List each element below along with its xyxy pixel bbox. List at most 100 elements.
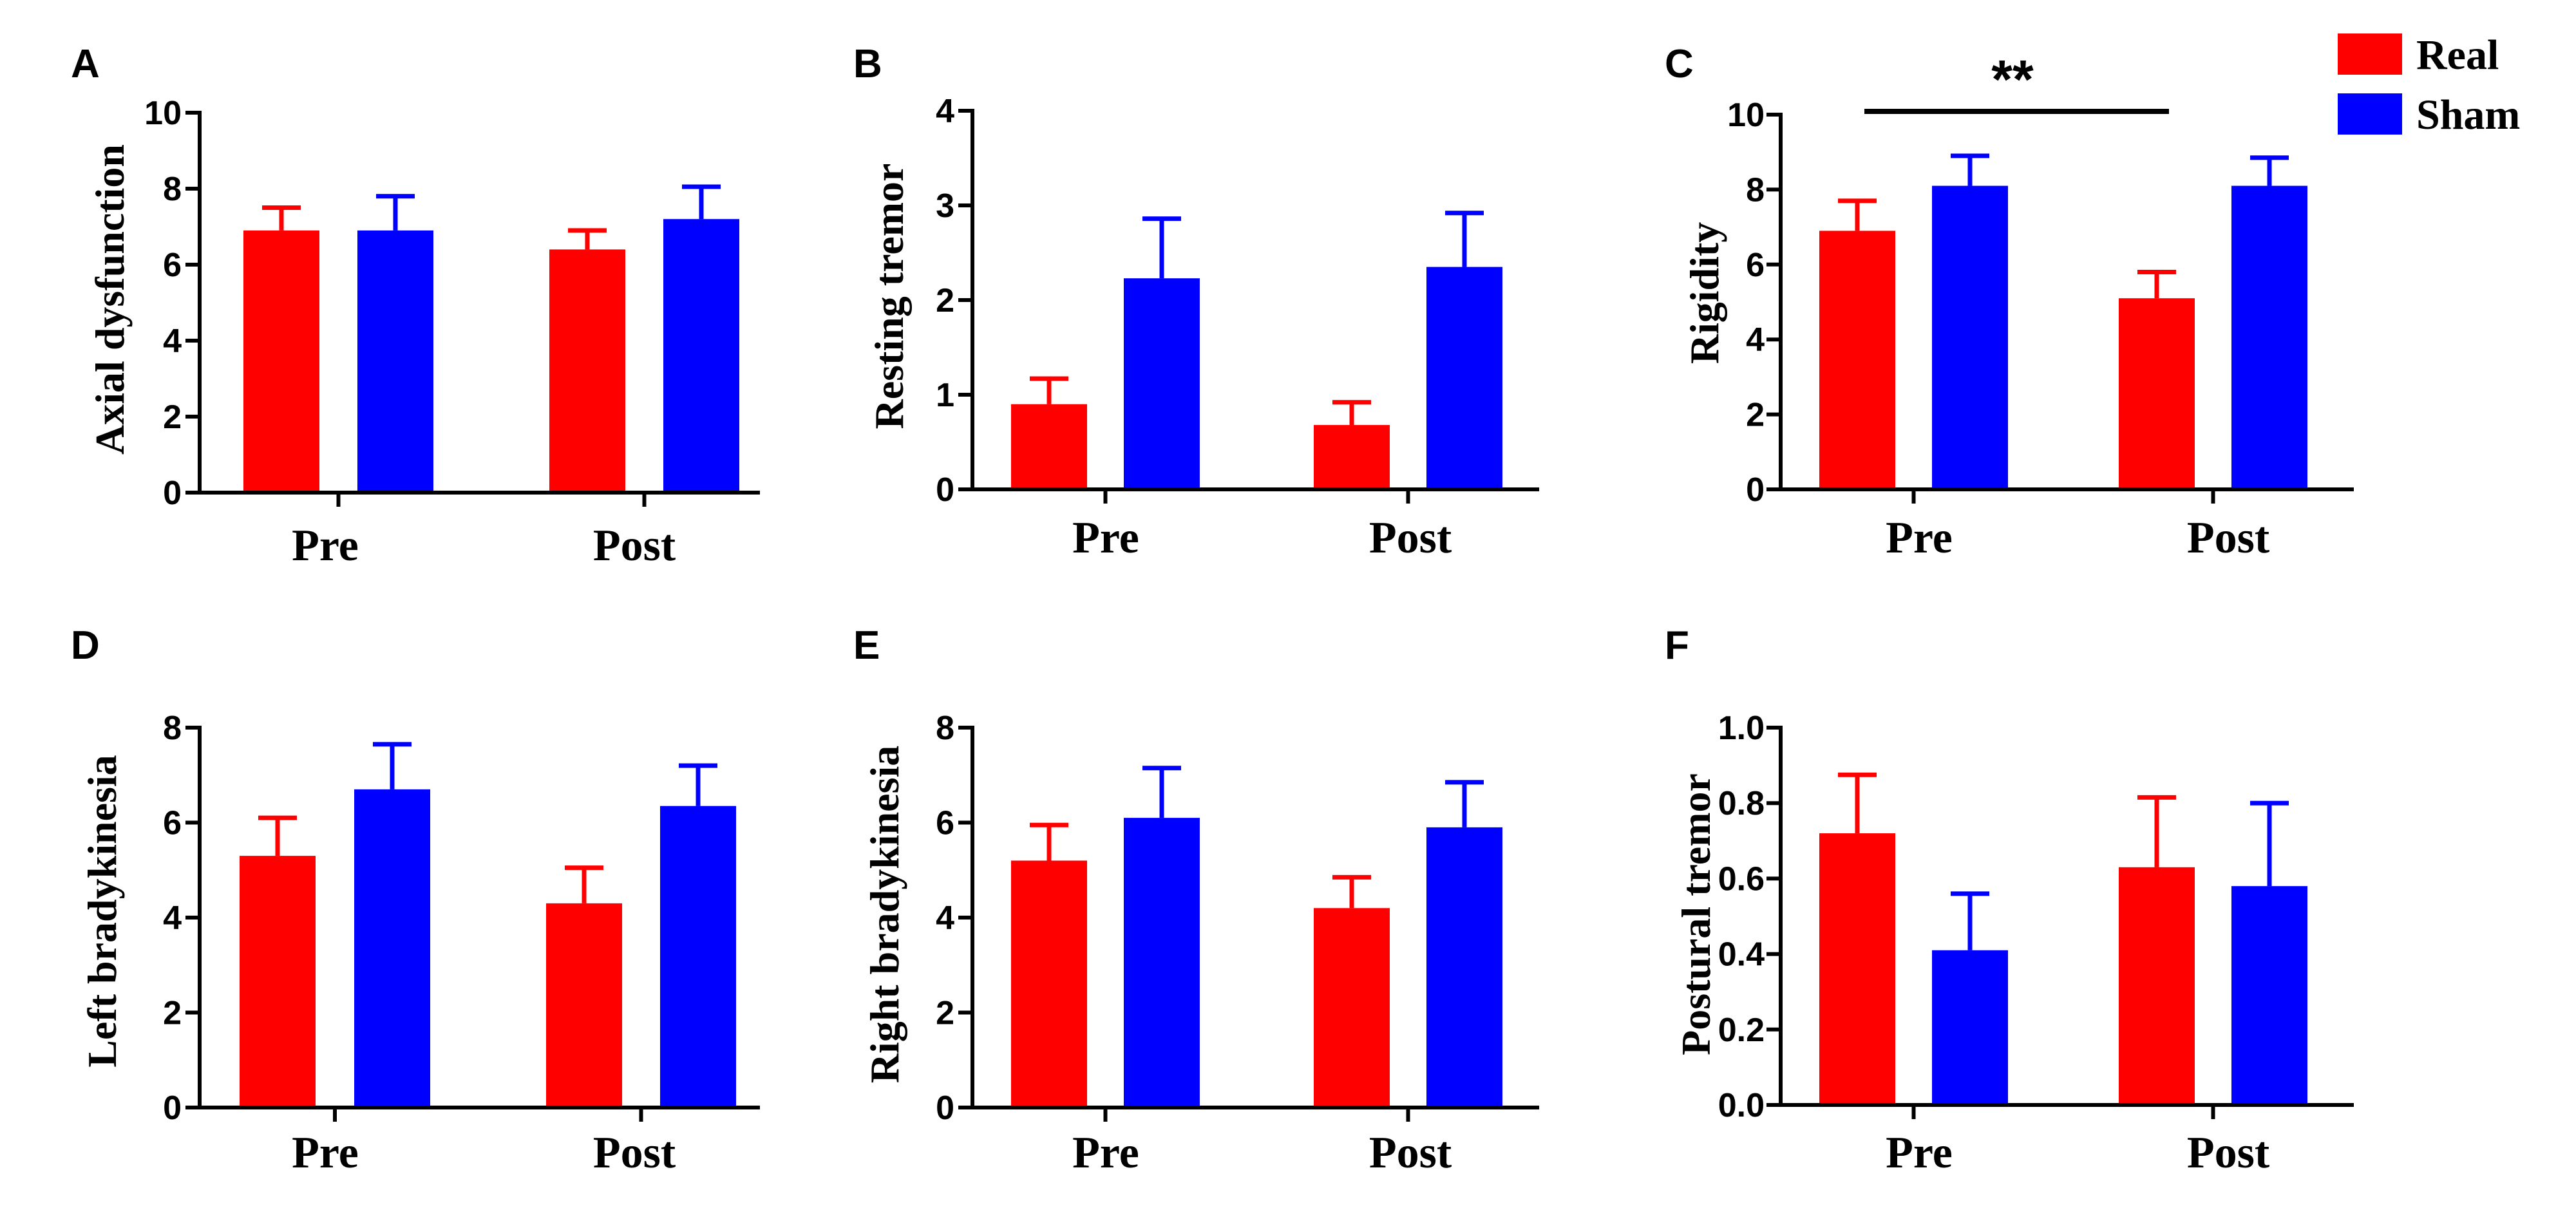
bar-real <box>2119 298 2195 489</box>
y-tick-label: 6 <box>163 805 182 842</box>
bar-real <box>1011 860 1087 1108</box>
bar-sham <box>660 806 736 1108</box>
bar-sham <box>357 230 433 493</box>
y-tick-label: 2 <box>1746 397 1765 434</box>
y-tick-label: 2 <box>936 282 954 319</box>
bars-layer <box>243 184 739 493</box>
legend-swatch-real <box>2338 33 2402 75</box>
y-tick-label: 0 <box>1746 471 1765 509</box>
bars-layer <box>1819 772 2307 1105</box>
bar-real <box>549 249 625 493</box>
y-tick-label: 6 <box>163 247 182 284</box>
x-category-label: Pre <box>1886 513 1953 563</box>
panel-letter: A <box>71 42 100 86</box>
x-category-label: Pre <box>1886 1128 1953 1178</box>
panel-c: C Rigidity 0 2 4 6 8 10 Pre Post ** <box>1665 42 2354 563</box>
panel-f: F Postural tremor 0.0 0.2 0.4 0.6 0.8 1.0 Pre… <box>1665 623 2354 1178</box>
y-tick-label: 6 <box>1746 247 1765 284</box>
panel-b: B Resting tremor 0 1 2 3 4 Pre Post <box>853 42 1539 563</box>
y-axis-title: Rigidity <box>1681 222 1727 364</box>
bar-sham <box>663 219 739 493</box>
y-tick-label: 8 <box>163 710 182 747</box>
y-tick-label: 4 <box>163 900 182 937</box>
x-category-label: Post <box>1369 513 1452 563</box>
bar-sham <box>1932 185 2008 489</box>
bars-layer <box>1011 211 1502 489</box>
bar-real <box>1819 833 1895 1105</box>
panel-d: D Left bradykinesia 0 2 4 6 8 Pre Post <box>71 623 760 1178</box>
panel-letter: D <box>71 623 100 668</box>
y-ticks-layer: 0.0 0.2 0.4 0.6 0.8 1.0 <box>1718 710 1781 1124</box>
y-ticks-layer: 0 2 4 6 8 <box>936 710 972 1127</box>
y-tick-label: 10 <box>1727 97 1765 134</box>
y-tick-label: 0 <box>163 475 182 512</box>
y-tick-label: 8 <box>936 710 954 747</box>
panel-letter: F <box>1665 623 1689 668</box>
panel-e: E Right bradykinesia 0 2 4 6 8 Pre Post <box>853 623 1539 1178</box>
bar-sham <box>1426 267 1502 489</box>
y-tick-label: 10 <box>144 95 182 132</box>
legend-label-sham: Sham <box>2416 91 2520 138</box>
y-tick-label: 4 <box>1746 321 1765 359</box>
x-category-label: Post <box>593 1128 676 1178</box>
x-category-label: Pre <box>292 1128 359 1178</box>
bar-real <box>1011 404 1087 489</box>
y-axis-title: Axial dysfunction <box>87 144 133 455</box>
x-category-label: Pre <box>292 521 359 571</box>
x-category-label: Post <box>2187 1128 2269 1178</box>
bars-layer <box>240 742 736 1108</box>
panel-letter: C <box>1665 42 1694 86</box>
x-category-label: Post <box>593 521 676 571</box>
y-tick-label: 8 <box>163 171 182 208</box>
y-tick-label: 4 <box>163 323 182 360</box>
y-axis-title: Right bradykinesia <box>862 746 907 1084</box>
y-tick-label: 0 <box>936 471 954 509</box>
y-ticks-layer: 0 2 4 6 8 10 <box>144 95 200 512</box>
y-tick-label: 0.0 <box>1718 1087 1765 1124</box>
bars-layer <box>1011 766 1502 1108</box>
legend: Real Sham <box>2338 32 2520 138</box>
y-ticks-layer: 0 2 4 6 8 <box>163 710 200 1127</box>
panel-a: A Axial dysfunction 0 2 4 6 8 10 Pre Post <box>71 42 760 571</box>
bar-real <box>240 856 316 1108</box>
bar-sham <box>2231 886 2307 1105</box>
significance-marker: ** <box>1991 49 2034 109</box>
axes-layer <box>198 111 760 507</box>
y-ticks-layer: 0 1 2 3 4 <box>936 93 972 509</box>
y-tick-label: 2 <box>163 995 182 1032</box>
y-ticks-layer: 0 2 4 6 8 10 <box>1727 97 1781 509</box>
bar-real <box>2119 867 2195 1105</box>
y-tick-label: 0.4 <box>1718 936 1765 974</box>
y-tick-label: 0.8 <box>1718 785 1765 822</box>
y-tick-label: 0.6 <box>1718 860 1765 898</box>
y-axis-title: Postural tremor <box>1673 773 1719 1055</box>
y-tick-label: 4 <box>936 93 954 130</box>
bar-sham <box>1426 827 1502 1108</box>
bar-sham <box>2231 185 2307 489</box>
legend-swatch-sham <box>2338 93 2402 135</box>
y-tick-label: 3 <box>936 187 954 225</box>
panel-letter: E <box>853 623 880 668</box>
axes-layer <box>1779 113 2354 504</box>
bar-real <box>1819 231 1895 489</box>
x-category-label: Post <box>1369 1128 1452 1178</box>
bar-sham <box>354 789 430 1108</box>
y-tick-label: 1 <box>936 377 954 414</box>
x-category-label: Pre <box>1072 1128 1139 1178</box>
bar-sham <box>1124 278 1200 489</box>
y-tick-label: 8 <box>1746 171 1765 209</box>
y-tick-label: 0 <box>936 1090 954 1127</box>
panel-letter: B <box>853 42 882 86</box>
bar-sham <box>1124 818 1200 1108</box>
legend-label-real: Real <box>2416 32 2499 79</box>
y-tick-label: 1.0 <box>1718 710 1765 747</box>
x-category-label: Post <box>2187 513 2269 563</box>
y-axis-title: Left bradykinesia <box>79 755 125 1067</box>
x-category-label: Pre <box>1072 513 1139 563</box>
y-tick-label: 6 <box>936 805 954 842</box>
bar-real <box>243 230 319 493</box>
y-tick-label: 2 <box>936 995 954 1032</box>
y-tick-label: 4 <box>936 900 954 937</box>
bars-layer <box>1819 153 2307 489</box>
